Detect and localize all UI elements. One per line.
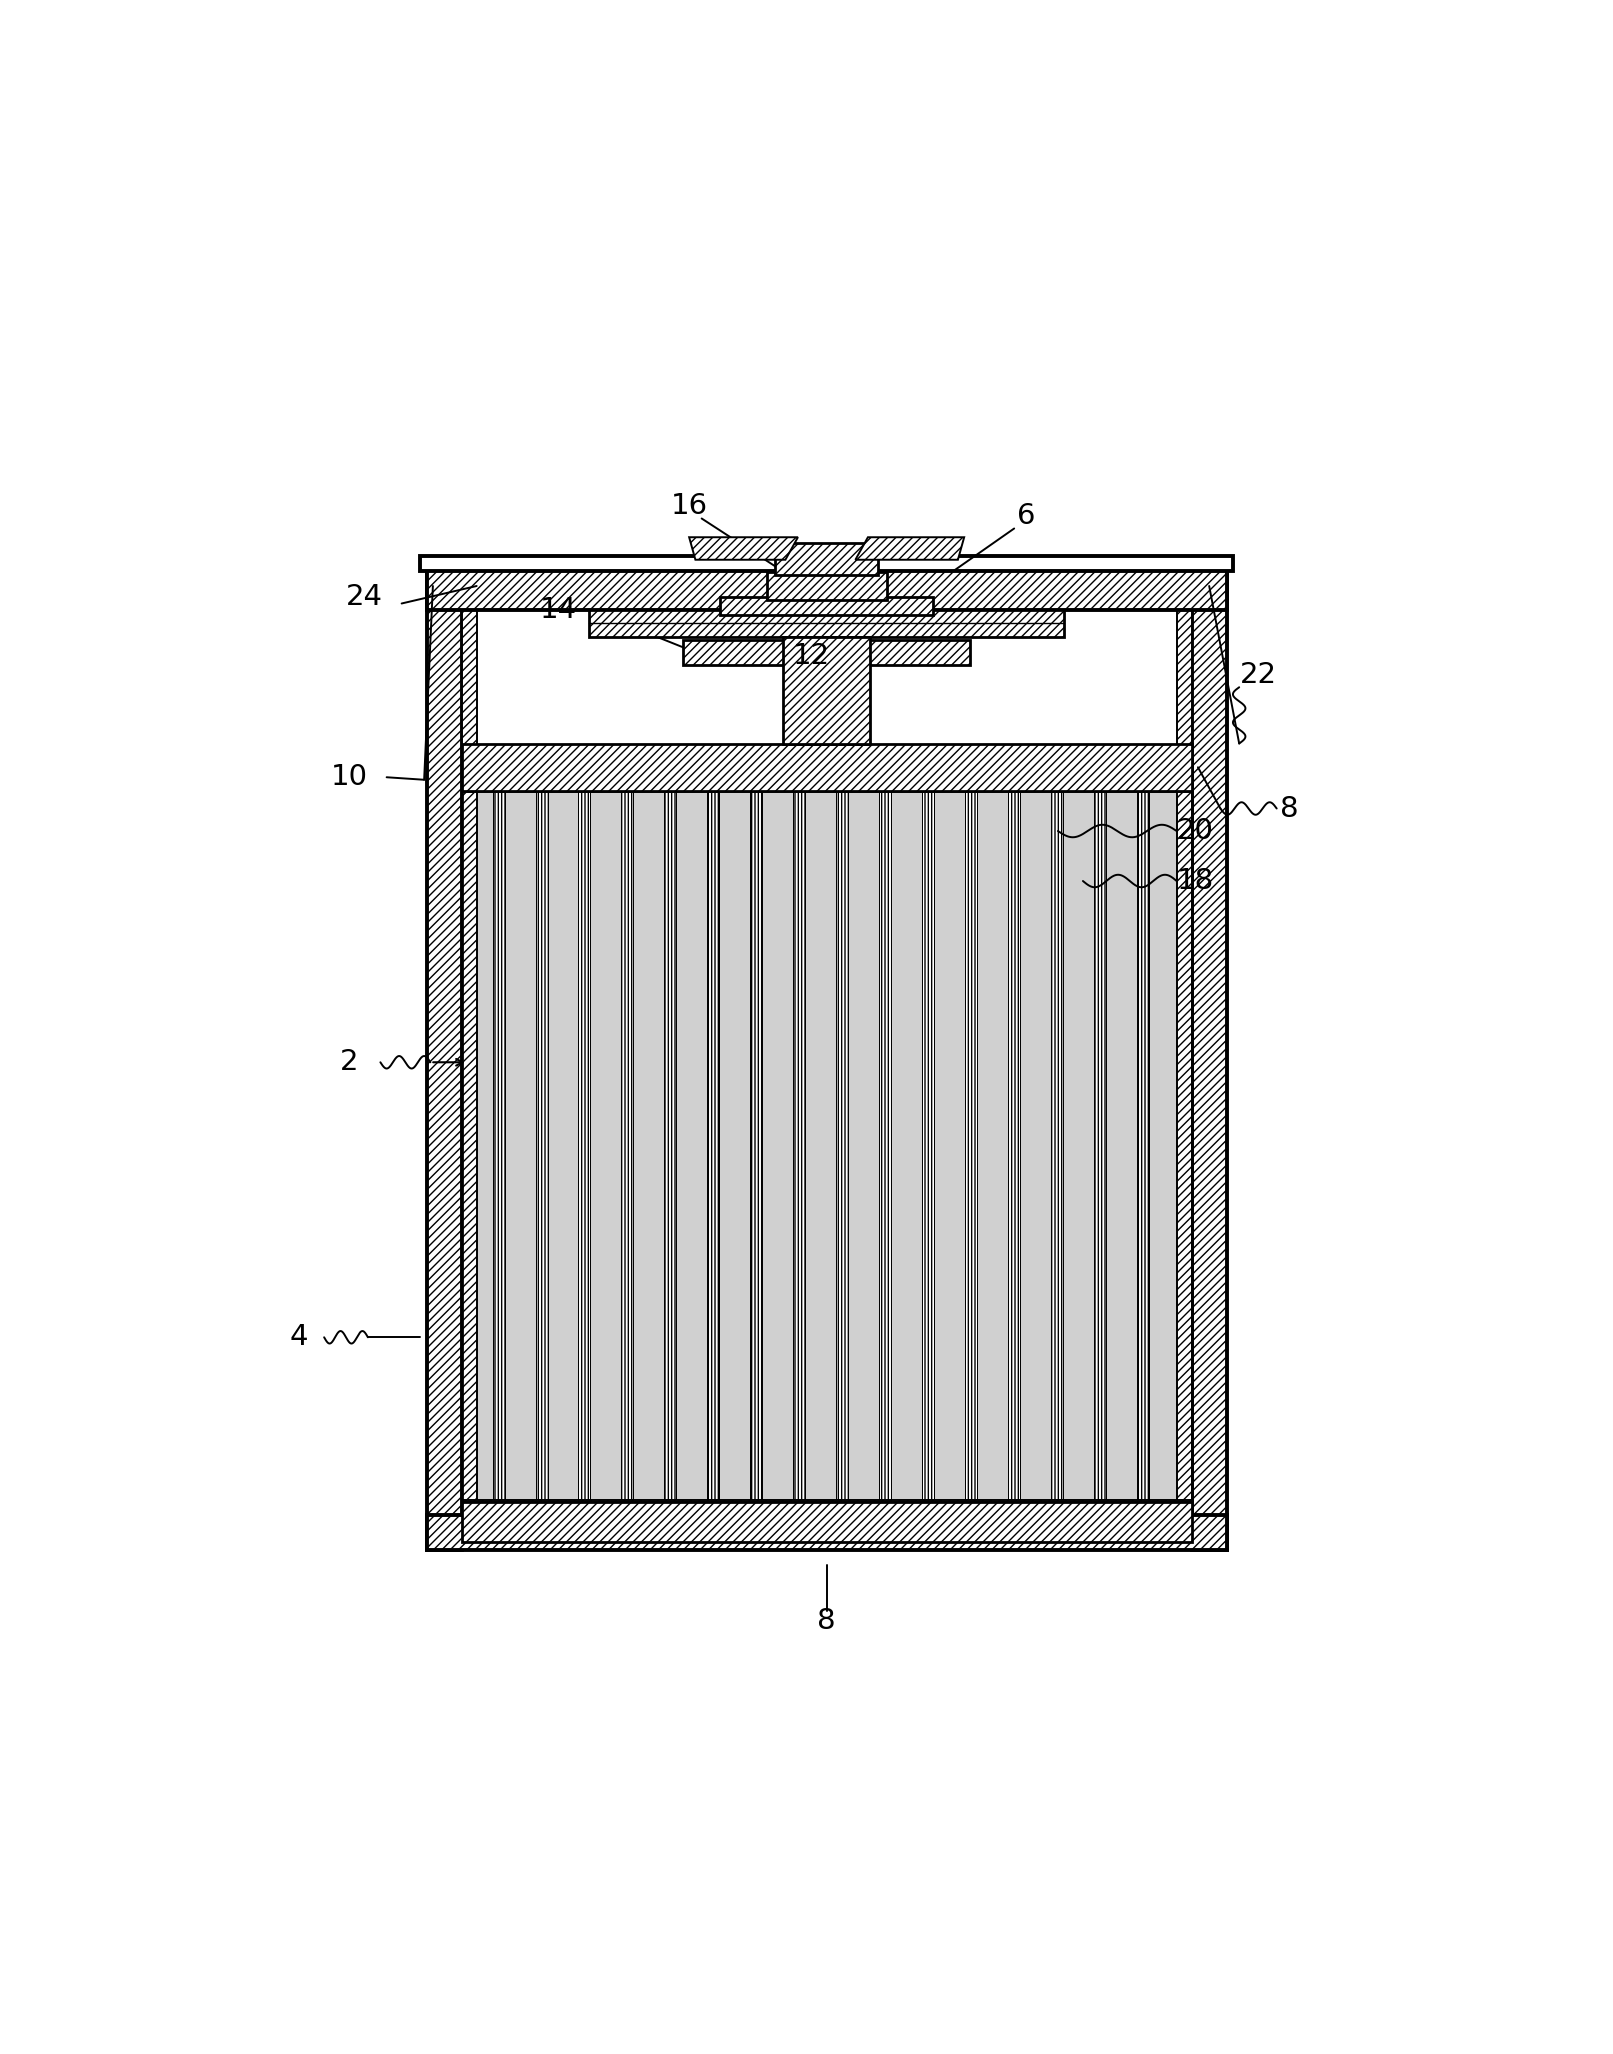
Bar	[505, 791, 536, 1501]
Bar	[634, 791, 665, 1501]
Bar	[1179, 791, 1192, 1501]
Bar	[776, 544, 877, 575]
Text: 2: 2	[340, 1048, 358, 1076]
Text: 14: 14	[539, 596, 576, 624]
Bar	[1050, 791, 1063, 1501]
Bar	[1107, 791, 1137, 1501]
Text: 10: 10	[331, 764, 368, 791]
Bar	[1063, 791, 1094, 1501]
Text: 18: 18	[1177, 867, 1215, 896]
Polygon shape	[855, 538, 965, 561]
Bar	[836, 791, 848, 1501]
Bar	[579, 791, 590, 1501]
Bar	[676, 791, 706, 1501]
Text: 4: 4	[290, 1323, 308, 1352]
Bar	[547, 791, 579, 1501]
Bar	[766, 573, 887, 600]
Text: 20: 20	[1177, 817, 1215, 844]
Polygon shape	[689, 538, 798, 561]
Text: 16: 16	[671, 493, 708, 520]
Bar	[426, 563, 1227, 610]
Text: 8: 8	[818, 1606, 836, 1635]
Bar	[461, 1501, 1192, 1543]
Bar	[461, 1499, 1192, 1514]
Text: 8: 8	[1279, 795, 1298, 822]
Bar	[1019, 791, 1050, 1501]
Bar	[923, 791, 934, 1501]
Text: 6: 6	[1018, 501, 1036, 530]
Bar	[426, 1514, 1227, 1551]
Bar	[721, 598, 932, 614]
Bar	[1177, 569, 1192, 1514]
Bar	[1148, 791, 1179, 1501]
Text: 22: 22	[1239, 661, 1276, 688]
Bar	[421, 557, 1232, 571]
Bar	[1008, 791, 1019, 1501]
Text: 24: 24	[345, 583, 382, 612]
Bar	[848, 791, 879, 1501]
Bar	[426, 563, 461, 1551]
Bar	[890, 791, 923, 1501]
Bar	[461, 791, 1192, 1501]
Bar	[805, 791, 836, 1501]
Bar	[794, 791, 805, 1501]
Bar	[977, 791, 1008, 1501]
Bar	[492, 791, 505, 1501]
Bar	[934, 791, 965, 1501]
Bar	[589, 610, 1065, 637]
Bar	[682, 639, 971, 665]
Bar	[763, 791, 794, 1501]
Text: 12: 12	[794, 643, 831, 670]
Bar	[1094, 791, 1107, 1501]
Bar	[461, 569, 477, 1514]
Bar	[719, 791, 750, 1501]
Bar	[536, 791, 547, 1501]
Bar	[1137, 791, 1148, 1501]
Bar	[590, 791, 621, 1501]
Bar	[461, 744, 1192, 791]
Bar	[621, 791, 634, 1501]
Bar	[750, 791, 763, 1501]
Bar	[879, 791, 890, 1501]
Bar	[706, 791, 719, 1501]
Bar	[461, 791, 492, 1501]
Bar	[1192, 563, 1226, 1551]
Bar	[665, 791, 676, 1501]
Bar	[965, 791, 977, 1501]
Bar	[782, 637, 871, 744]
